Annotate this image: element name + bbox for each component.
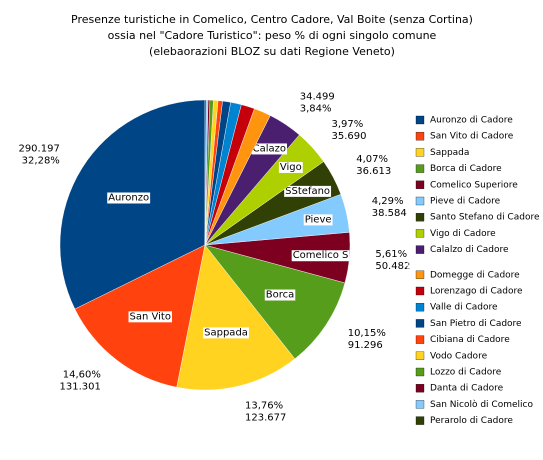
pie-slice (59, 99, 206, 310)
legend-label: Comelico Superiore (430, 180, 518, 190)
legend-label: Pieve di Cadore (430, 197, 501, 207)
value-label: 14,60% (63, 370, 101, 381)
slice-label: San Vito (130, 311, 171, 322)
value-label: 32,28% (22, 156, 60, 167)
legend-label: Valle di Cadore (430, 303, 498, 313)
chart-subtitle: ossia nel "Cadore Turistico": peso % di … (108, 29, 437, 42)
slice-label: Vigo (280, 162, 302, 173)
slice-label-bg (284, 185, 332, 197)
count-label: 91.296 (348, 340, 383, 351)
legend-swatch (415, 245, 425, 254)
count-label: 36.613 (356, 166, 391, 177)
legend-swatch (415, 229, 425, 238)
legend-label: Danta di Cadore (430, 384, 504, 394)
slice-label-bg (107, 192, 151, 204)
legend-swatch (415, 132, 425, 141)
legend-label: Auronzo di Cadore (430, 116, 513, 126)
count-label: 50.482 (375, 261, 410, 272)
legend-swatch (415, 180, 425, 189)
value-label: 3,84% (300, 104, 332, 115)
legend-label: Vodo Cadore (430, 351, 488, 361)
slice-label-bg (251, 143, 287, 155)
value-label: 10,15% (348, 328, 386, 339)
slice-label: Sappada (204, 327, 248, 338)
legend-label: Sappada (430, 148, 469, 158)
legend-swatch (415, 164, 425, 173)
pie-slice (176, 244, 296, 391)
legend-swatch (415, 270, 425, 279)
slice-label-bg (128, 311, 172, 323)
slice-label-bg (291, 250, 350, 262)
slice-label-bg (303, 214, 333, 226)
legend-swatch (415, 115, 425, 125)
pie-slice (204, 99, 207, 246)
legend-label: San Nicolò di Comelico (430, 399, 533, 410)
legend-swatch (415, 400, 425, 409)
legend-label: San Vito di Cadore (430, 132, 514, 142)
count-label: 35.690 (332, 131, 367, 142)
legend-label: Lozzo di Cadore (430, 368, 502, 378)
legend-swatch (415, 367, 425, 377)
slice-label: SStefano (285, 186, 330, 197)
count-label: 38.584 (372, 208, 407, 219)
legend-swatch (415, 335, 425, 344)
slice-label: Pieve (305, 214, 332, 225)
count-label: 290.197 (18, 144, 59, 155)
legend-swatch (415, 148, 425, 157)
chart-note: (elebaorazioni BLOZ su dati Regione Vene… (149, 45, 395, 58)
legend-swatch (415, 213, 425, 222)
count-label: 34.499 (300, 92, 335, 103)
slice-label-bg (278, 161, 303, 173)
legend-label: Santo Stefano di Cadore (430, 213, 540, 223)
legend-label: Calalzo di Cadore (430, 245, 509, 255)
value-label: 4,07% (356, 154, 388, 165)
legend-swatch (415, 303, 425, 312)
legend-label: Domegge di Cadore (430, 270, 520, 280)
legend-label: Vigo di Cadore (430, 229, 496, 239)
legend-swatch (415, 384, 425, 393)
value-label: 5,61% (375, 249, 407, 260)
value-label: 13,76% (245, 400, 283, 411)
legend-label: Lorenzago di Cadore (430, 287, 523, 297)
slice-label: Comelico S (293, 250, 349, 261)
legend-swatch (415, 319, 425, 328)
slice-label: Calazo (253, 143, 286, 154)
legend-swatch (415, 196, 425, 206)
slice-label-bg (264, 289, 296, 301)
legend-box (407, 109, 541, 433)
slice-label-bg (203, 327, 249, 339)
slice-label: Auronzo (108, 192, 149, 203)
legend-label: Borca di Cadore (430, 164, 502, 174)
legend-swatch (415, 351, 425, 360)
count-label: 123.677 (245, 412, 286, 423)
chart-title: Presenze turistiche in Comelico, Centro … (71, 13, 473, 26)
legend-swatch (415, 286, 425, 296)
value-label: 4,29% (372, 196, 404, 207)
legend-label: San Pietro di Cadore (430, 319, 522, 329)
legend-swatch (415, 416, 425, 425)
count-label: 131.301 (60, 382, 101, 393)
legend-label: Cibiana di Cadore (430, 335, 510, 345)
value-label: 3,97% (332, 119, 364, 130)
slice-label: Borca (266, 290, 295, 301)
legend-label: Perarolo di Cadore (430, 416, 513, 426)
